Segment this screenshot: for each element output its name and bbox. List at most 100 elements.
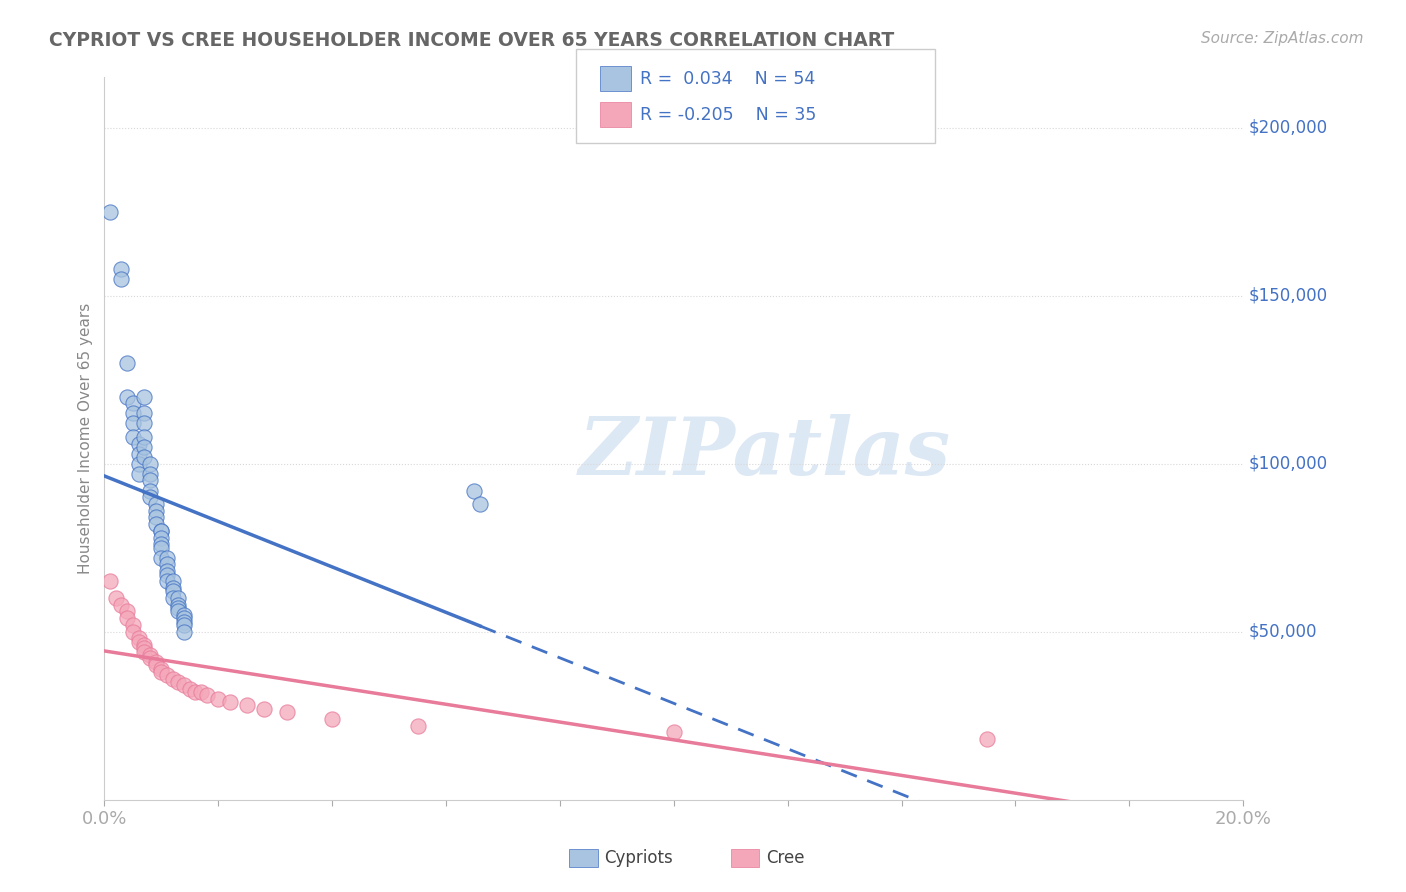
Point <box>145 658 167 673</box>
Point <box>195 689 218 703</box>
Point <box>128 436 150 450</box>
Point <box>145 655 167 669</box>
Point <box>173 624 195 639</box>
Point <box>110 598 132 612</box>
Text: $200,000: $200,000 <box>1249 119 1329 136</box>
Text: Cree: Cree <box>766 849 804 867</box>
Point <box>173 615 195 629</box>
Y-axis label: Householder Income Over 65 years: Householder Income Over 65 years <box>79 303 93 574</box>
Point <box>121 417 143 431</box>
Point <box>156 550 179 565</box>
Point <box>121 624 143 639</box>
Point <box>134 406 156 420</box>
Point <box>134 638 156 652</box>
Point <box>406 718 429 732</box>
Point <box>110 272 132 286</box>
Point <box>150 524 173 538</box>
Point <box>218 695 240 709</box>
Point <box>128 634 150 648</box>
Point <box>121 430 143 444</box>
Point <box>150 541 173 555</box>
Point <box>110 261 132 276</box>
Point <box>134 645 156 659</box>
Point <box>179 681 201 696</box>
Point <box>156 668 179 682</box>
Point <box>134 417 156 431</box>
Point <box>128 457 150 471</box>
Text: Source: ZipAtlas.com: Source: ZipAtlas.com <box>1201 31 1364 46</box>
Point <box>139 651 162 665</box>
Point <box>128 447 150 461</box>
Point <box>190 685 212 699</box>
Point <box>167 601 190 615</box>
Point <box>115 356 138 370</box>
Point <box>134 430 156 444</box>
Text: R = -0.205    N = 35: R = -0.205 N = 35 <box>640 105 815 123</box>
Point <box>156 558 179 572</box>
Point <box>128 632 150 646</box>
Point <box>156 564 179 578</box>
Point <box>156 574 179 589</box>
Point <box>150 531 173 545</box>
Text: $100,000: $100,000 <box>1249 455 1329 473</box>
Point <box>162 581 184 595</box>
Point <box>321 712 343 726</box>
Text: Cypriots: Cypriots <box>605 849 673 867</box>
Point <box>162 574 184 589</box>
Point <box>139 648 162 662</box>
Point <box>207 691 229 706</box>
Point <box>98 204 121 219</box>
Point <box>145 517 167 532</box>
Point <box>173 618 195 632</box>
Point <box>173 611 195 625</box>
Point <box>134 390 156 404</box>
Point <box>139 474 162 488</box>
Point <box>662 725 685 739</box>
Point <box>104 591 127 605</box>
Point <box>139 483 162 498</box>
Point <box>150 537 173 551</box>
Point <box>145 510 167 524</box>
Point <box>162 591 184 605</box>
Point <box>145 497 167 511</box>
Point <box>156 567 179 582</box>
Point <box>134 641 156 656</box>
Point <box>150 665 173 679</box>
Point <box>253 702 276 716</box>
Point <box>463 483 485 498</box>
Point <box>134 450 156 464</box>
Point <box>470 497 492 511</box>
Point <box>184 685 207 699</box>
Point <box>976 732 998 747</box>
Point <box>173 678 195 692</box>
Point <box>167 598 190 612</box>
Point <box>134 440 156 454</box>
Point <box>121 406 143 420</box>
Point <box>167 675 190 690</box>
Point <box>139 457 162 471</box>
Text: $50,000: $50,000 <box>1249 623 1317 640</box>
Text: R =  0.034    N = 54: R = 0.034 N = 54 <box>640 70 815 88</box>
Point <box>145 504 167 518</box>
Point <box>162 584 184 599</box>
Point <box>139 467 162 481</box>
Point <box>115 611 138 625</box>
Text: ZIPatlas: ZIPatlas <box>579 414 950 491</box>
Point <box>167 591 190 605</box>
Point <box>162 672 184 686</box>
Point <box>235 698 257 713</box>
Point <box>98 574 121 589</box>
Text: $150,000: $150,000 <box>1249 286 1329 305</box>
Point <box>128 467 150 481</box>
Point <box>276 705 298 719</box>
Point <box>139 490 162 504</box>
Point <box>150 550 173 565</box>
Point <box>150 661 173 675</box>
Point <box>150 524 173 538</box>
Point <box>115 390 138 404</box>
Text: CYPRIOT VS CREE HOUSEHOLDER INCOME OVER 65 YEARS CORRELATION CHART: CYPRIOT VS CREE HOUSEHOLDER INCOME OVER … <box>49 31 894 50</box>
Point <box>167 604 190 618</box>
Point <box>115 604 138 618</box>
Point <box>121 396 143 410</box>
Point <box>173 607 195 622</box>
